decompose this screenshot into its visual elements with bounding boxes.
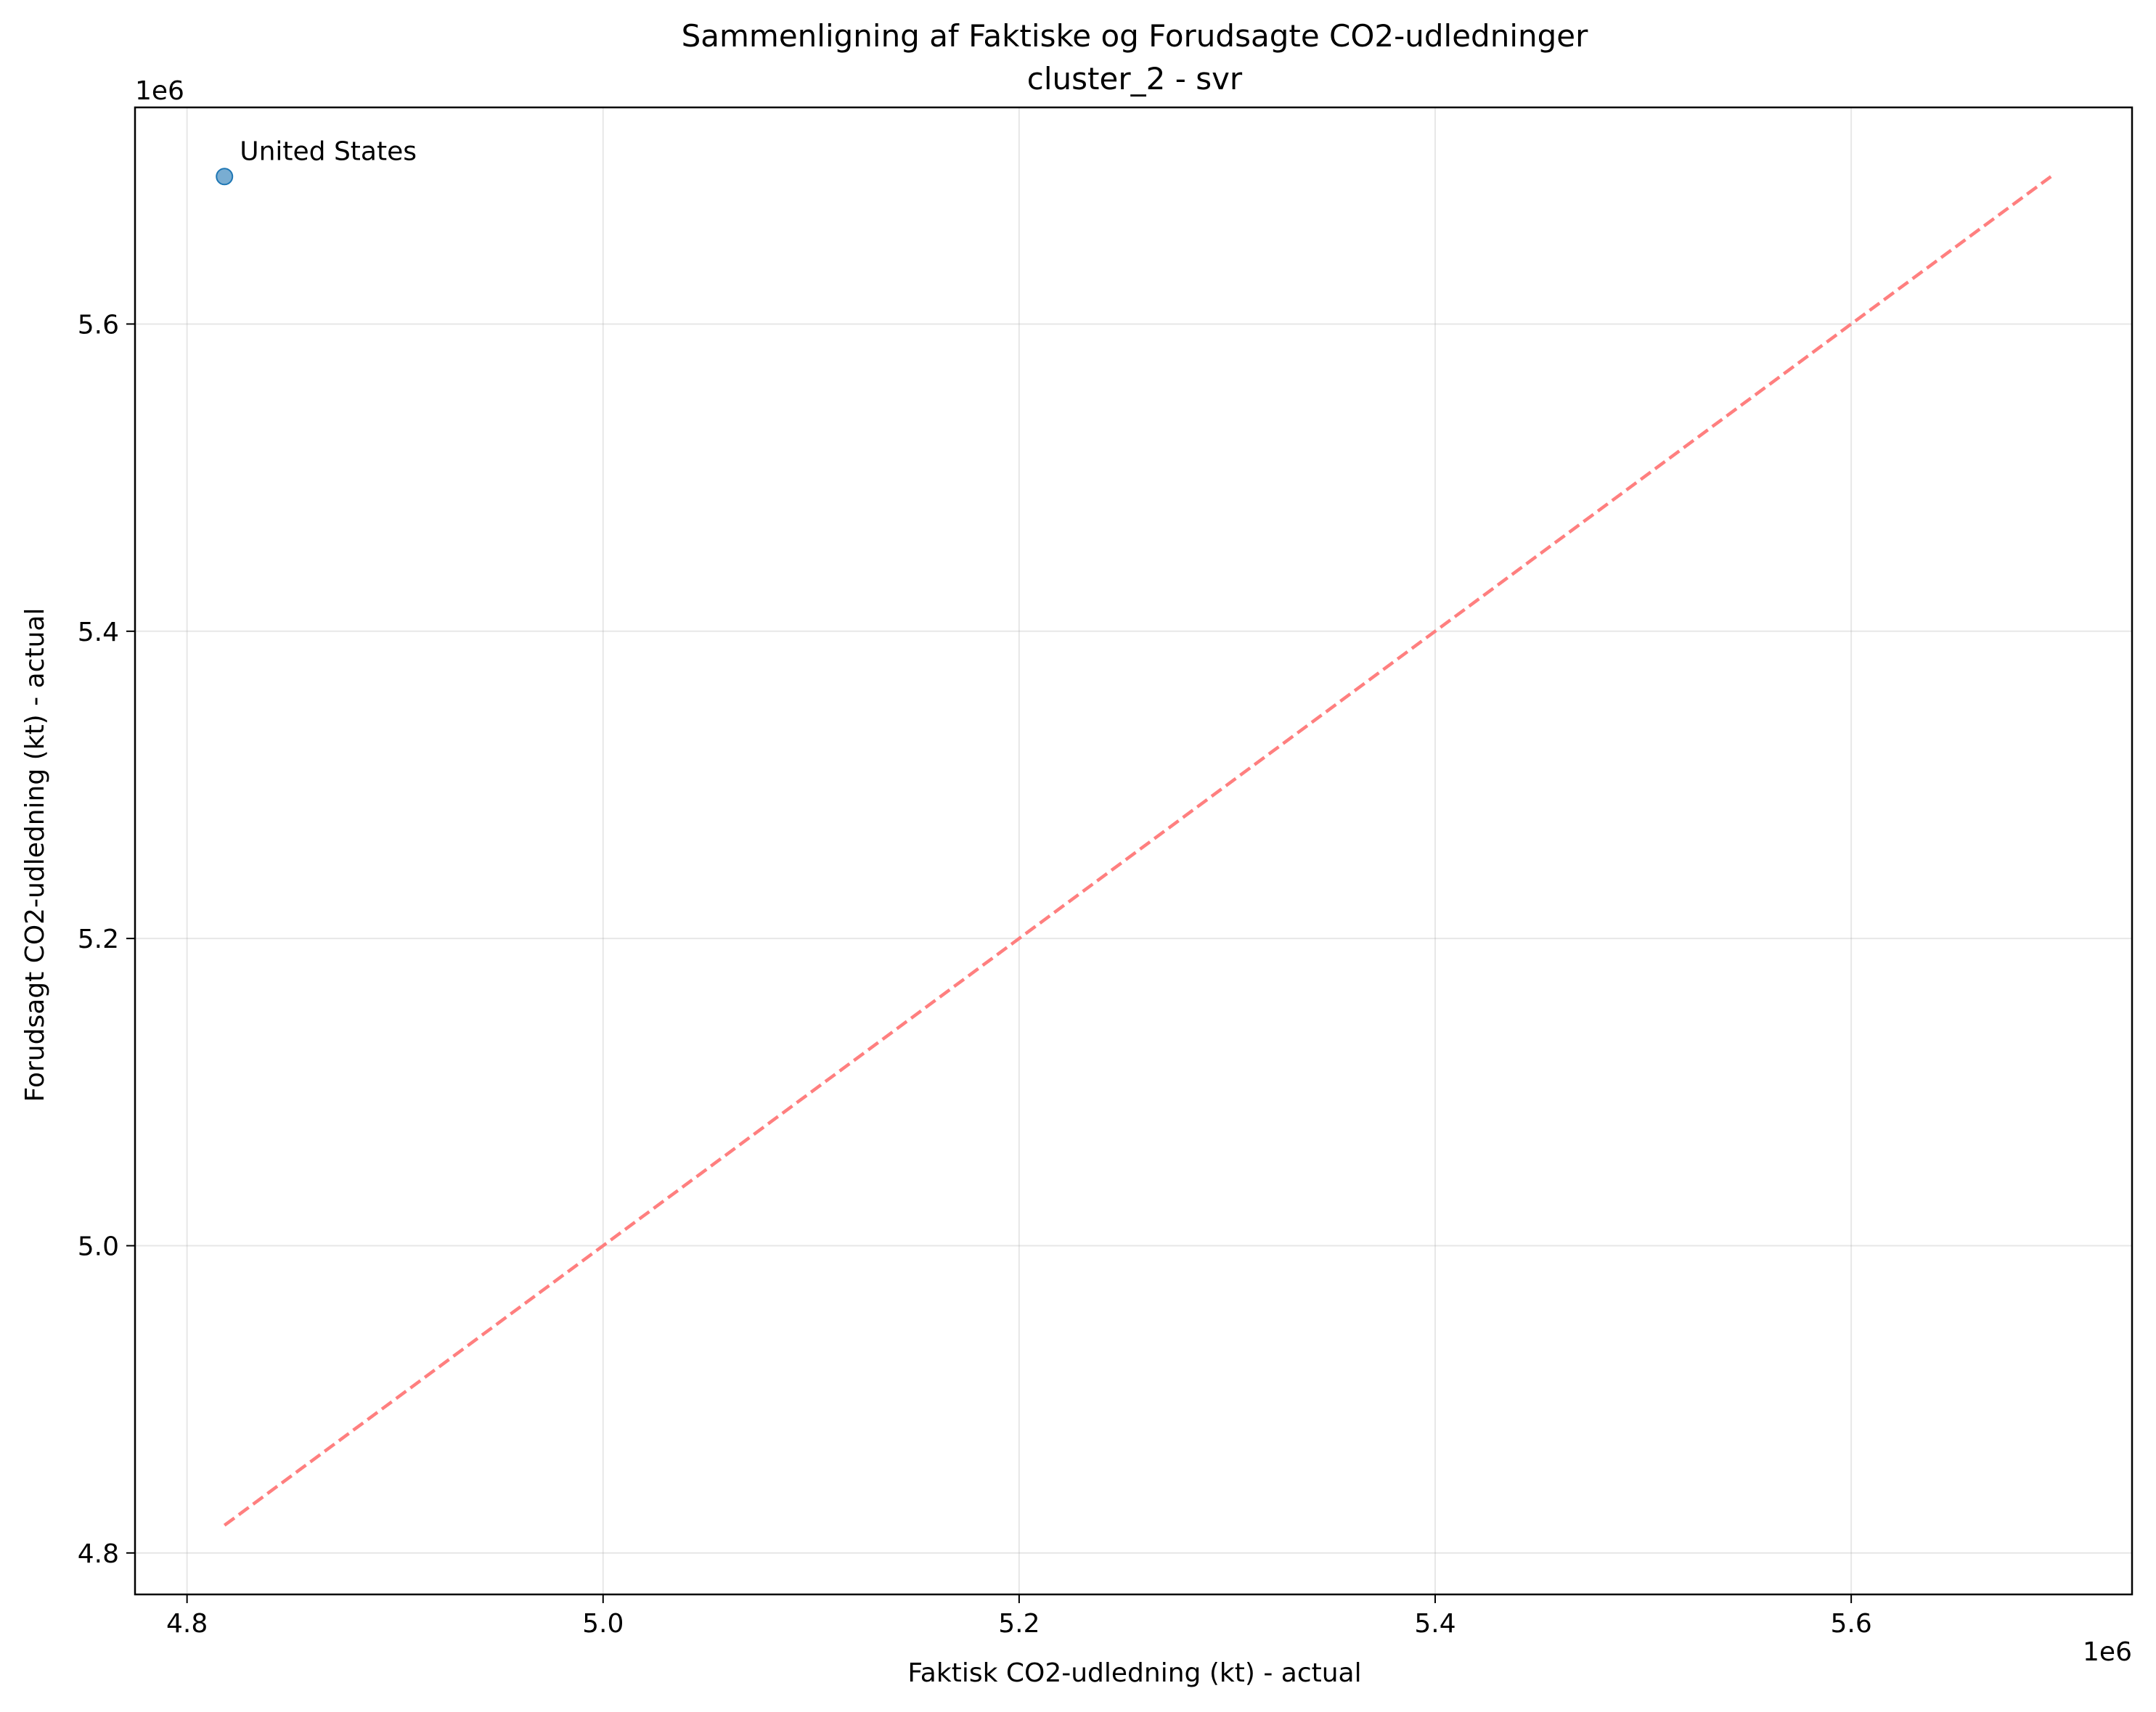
grid (135, 107, 2132, 1594)
x-axis-label: Faktisk CO2-udledning (kt) - actual (907, 1658, 1361, 1688)
x-tick-label: 5.4 (1414, 1609, 1455, 1639)
x-tick-label: 4.8 (166, 1609, 208, 1639)
scatter-point (216, 168, 234, 186)
axis-ticks: 4.8 5.0 5.2 5.4 5.6 4.8 5.0 5.2 5.4 5.6 (78, 310, 1872, 1639)
x-tick-label: 5.2 (998, 1609, 1040, 1639)
point-annotation: United States (240, 136, 417, 166)
x-offset-label: 1e6 (2083, 1637, 2132, 1667)
plot-frame (134, 106, 2133, 1596)
y-tick-label: 5.6 (78, 310, 119, 340)
y-offset-label: 1e6 (135, 76, 184, 106)
y-tick-label: 5.2 (78, 925, 119, 954)
x-tick-label: 5.6 (1831, 1609, 1872, 1639)
y-tick-label: 5.0 (78, 1232, 119, 1262)
chart-title: Sammenligning af Faktiske og Forudsagte … (682, 18, 1589, 54)
x-tick-label: 5.0 (582, 1609, 624, 1639)
chart-subtitle: cluster_2 - svr (1027, 61, 1243, 97)
y-tick-label: 5.4 (78, 618, 119, 647)
y-tick-label: 4.8 (78, 1539, 119, 1569)
scatter-points: United States (216, 136, 417, 186)
y-axis-label: Forudsagt CO2-udledning (kt) - actual (20, 608, 50, 1102)
reference-line (223, 175, 2052, 1527)
reference-line-group (223, 175, 2052, 1527)
